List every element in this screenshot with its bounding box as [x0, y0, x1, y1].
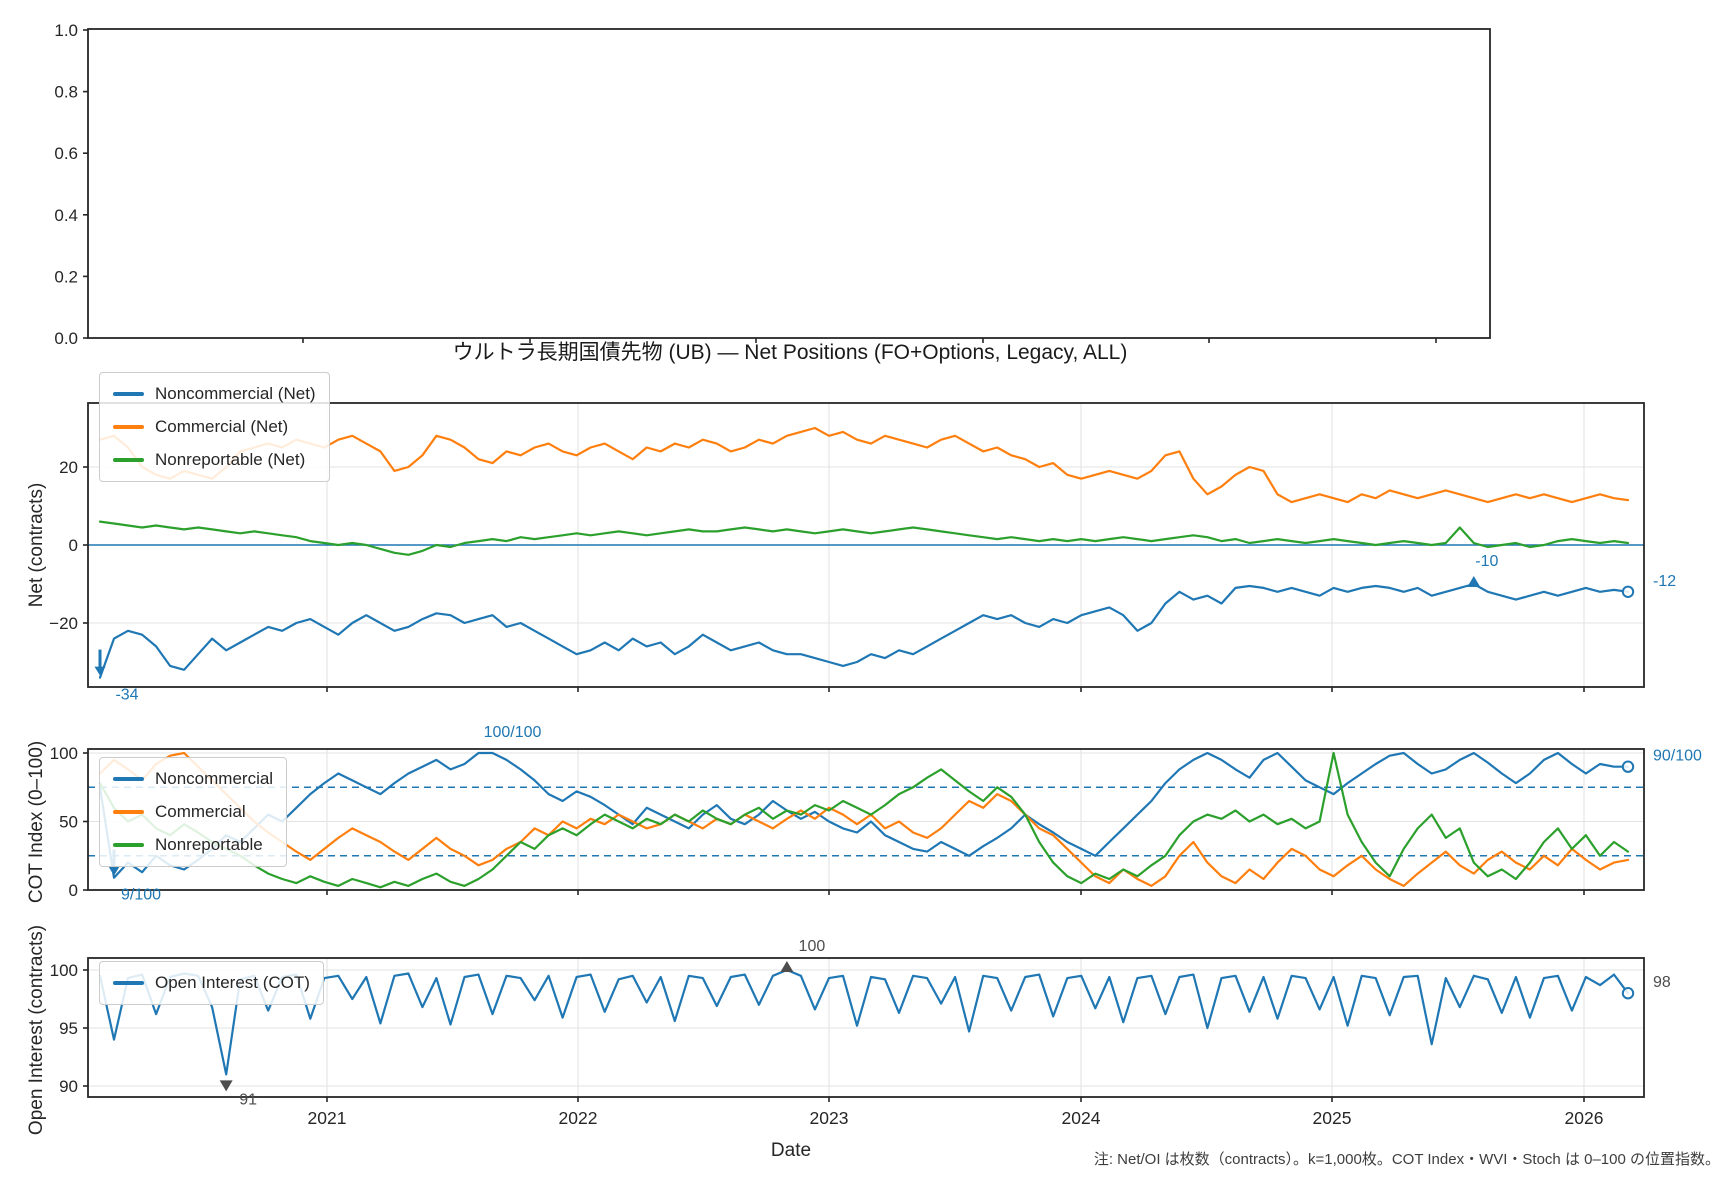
annotation-91: 91 [219, 1080, 257, 1108]
chart-title: ウルトラ長期国債先物 (UB) — Net Positions (FO+Opti… [452, 341, 1128, 364]
legend-item-label: Nonreportable (Net) [155, 450, 306, 469]
legend-item-label: Open Interest (COT) [155, 973, 310, 992]
legend-item-label: Commercial [155, 802, 246, 821]
y-tick-label: 95 [59, 1019, 78, 1038]
triangle-up-icon [1467, 576, 1481, 587]
y-tick-label: 0.0 [54, 329, 78, 348]
y-tick-label: 50 [59, 813, 78, 832]
series-line-open-interest-cot- [98, 968, 1630, 1076]
series-group [98, 968, 1630, 1076]
series-line-noncommercial-net- [98, 582, 1630, 679]
y-tick-label: 1.0 [54, 21, 78, 40]
plot-empty: 1.0 0.8 0.6 0.4 0.2 0.0 [54, 21, 1491, 348]
x-tick-label-year: 2021 [308, 1108, 347, 1128]
arrow-down-head-icon [94, 666, 106, 676]
legend-line-swatch-icon [113, 458, 144, 462]
series-end-marker [1621, 987, 1635, 1000]
legend-plot-net-positions: Noncommercial (Net) Commercial (Net) Nonre… [99, 372, 330, 482]
y-tick-label: 90 [59, 1077, 78, 1096]
y-tick-label: 100 [50, 744, 78, 763]
y-tick-label: 0 [69, 536, 78, 555]
legend-item-label: Nonreportable [155, 835, 263, 854]
x-tick-label-year: 2026 [1565, 1108, 1604, 1128]
series-line-commercial-net- [98, 426, 1630, 504]
legend-item-label: Noncommercial (Net) [155, 384, 316, 403]
legend-line-swatch-icon [113, 392, 144, 396]
series-group [98, 751, 1630, 889]
triangle-up-icon [780, 961, 794, 972]
series-end-marker [1621, 760, 1635, 773]
y-tick-label: −20 [49, 614, 78, 633]
legend-item-label: Noncommercial [155, 769, 274, 788]
last-value-label: 98 [1653, 974, 1671, 991]
y-tick-label: 0.8 [54, 83, 78, 102]
legend-line-swatch-icon [113, 981, 144, 985]
legend-item: Nonreportable [113, 832, 273, 858]
annotation-label: 100/100 [484, 724, 542, 741]
x-tick-label-year: 2023 [810, 1108, 849, 1128]
axes-spines [87, 748, 1645, 891]
legend-plot-open-interest: Open Interest (COT) [99, 961, 324, 1005]
plot-net-positions: 20 0 −20 -34 -10 -12 [49, 402, 1676, 704]
annotation-100-100: 100/100 [484, 724, 542, 741]
series-end-marker [1621, 585, 1635, 598]
y-tick-label: 0 [69, 881, 78, 900]
y-tick-label: 0.2 [54, 267, 78, 286]
x-tick-label-year: 2022 [559, 1108, 598, 1128]
series-line-nonreportable-net- [98, 520, 1630, 556]
xlabel-date: Date [770, 1140, 812, 1161]
plot-open-interest: 100 95 90 2021 2022 2023 2024 2025 2026 91 100 98 [50, 938, 1671, 1128]
legend-item: Commercial [113, 799, 273, 825]
legend-item: Commercial (Net) [113, 414, 316, 440]
legend-item: Noncommercial [113, 766, 273, 792]
annotation-label: -10 [1475, 553, 1498, 570]
series-line-commercial [98, 751, 1630, 888]
y-tick-label: 20 [59, 458, 78, 477]
last-value-label: -12 [1653, 573, 1676, 590]
annotation-label: -34 [115, 687, 138, 704]
annotation-label: 100 [799, 938, 826, 955]
series-group [98, 426, 1630, 679]
plot-cot-index: 100 50 0 9/100 100/100 90/100 [50, 724, 1702, 904]
annotation-label: 91 [239, 1091, 257, 1108]
x-tick-label-year: 2024 [1062, 1108, 1101, 1128]
annotation-label: 9/100 [121, 887, 161, 904]
annotation--12: -12 [1653, 573, 1676, 590]
last-value-label: 90/100 [1653, 748, 1702, 765]
annotation--10: -10 [1467, 553, 1498, 587]
legend-item: Noncommercial (Net) [113, 381, 316, 407]
arrow-down-head-icon [108, 866, 120, 876]
legend-plot-cot-index: Noncommercial Commercial Nonreportable [99, 757, 288, 867]
annotation-90-100: 90/100 [1653, 748, 1702, 765]
legend-item: Nonreportable (Net) [113, 447, 316, 473]
annotation-98: 98 [1653, 974, 1671, 991]
legend-line-swatch-icon [113, 810, 144, 814]
y-tick-label: 100 [50, 961, 78, 980]
footnote: 注: Net/OI は枚数（contracts）。k=1,000枚。COT In… [1093, 1151, 1720, 1168]
legend-line-swatch-icon [113, 425, 144, 429]
legend-item: Open Interest (COT) [113, 970, 310, 996]
annotation--34: -34 [94, 649, 139, 704]
y-tick-label: 0.4 [54, 206, 78, 225]
axes-spines [87, 28, 1491, 339]
y-tick-label: 0.6 [54, 144, 78, 163]
legend-line-swatch-icon [113, 777, 144, 781]
triangle-down-icon [219, 1080, 233, 1092]
x-tick-label-year: 2025 [1313, 1108, 1352, 1128]
legend-item-label: Commercial (Net) [155, 417, 289, 436]
series-line-nonreportable [98, 751, 1630, 889]
legend-line-swatch-icon [113, 843, 144, 847]
series-line-noncommercial [98, 751, 1630, 879]
annotation-100: 100 [780, 938, 825, 972]
